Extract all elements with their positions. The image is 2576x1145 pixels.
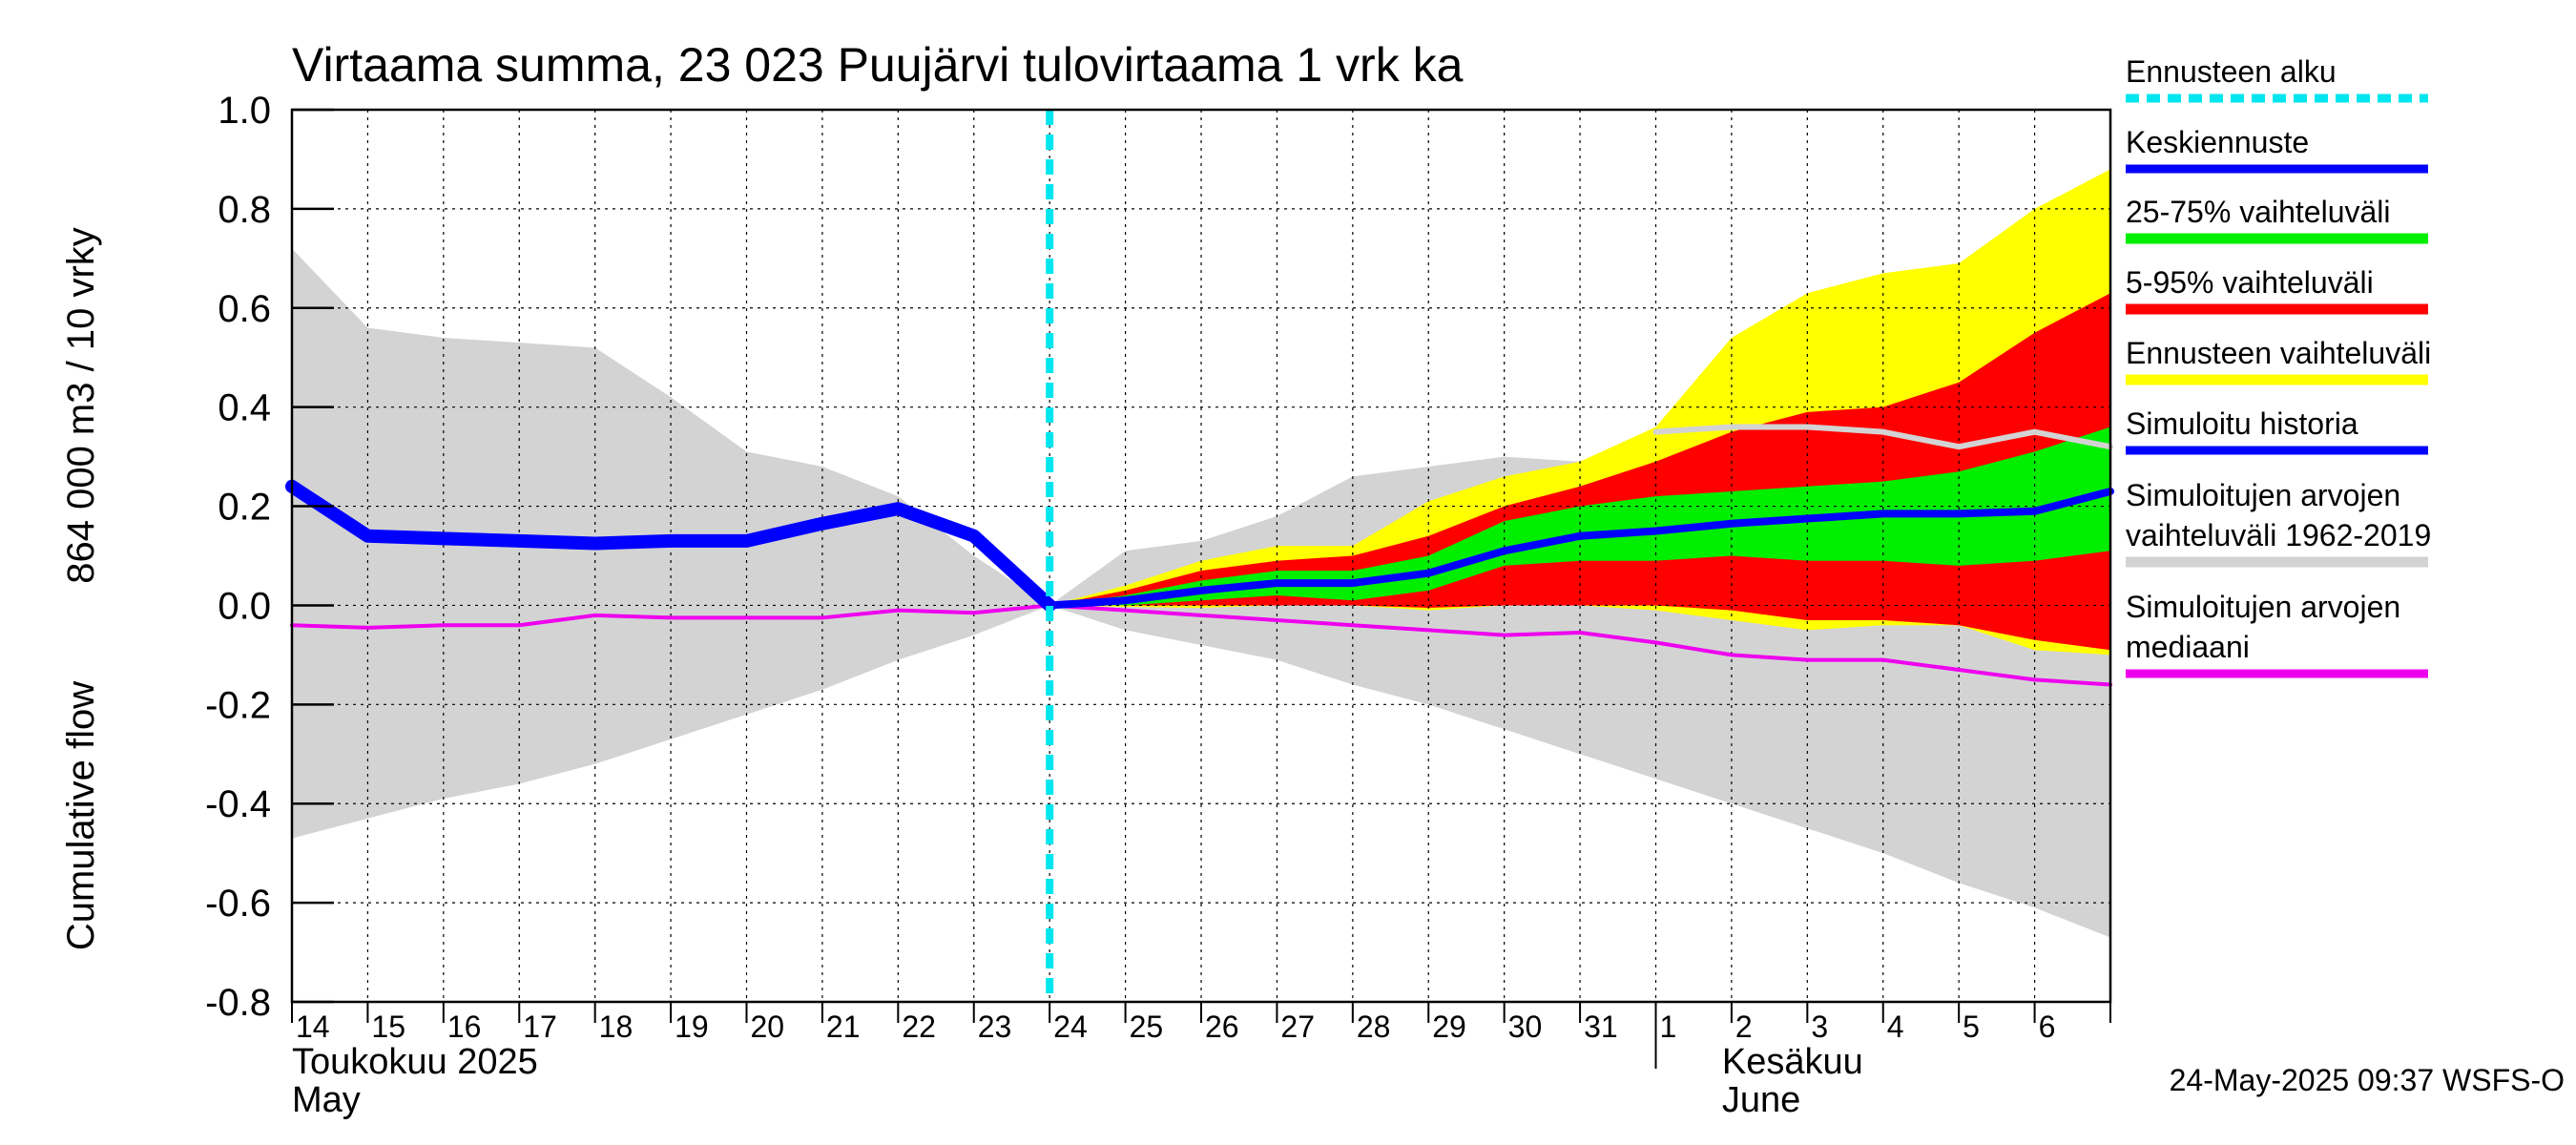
x-tick-label: 6 xyxy=(2039,1010,2056,1044)
y-tick-label: 0.0 xyxy=(218,585,271,627)
x-tick-label: 27 xyxy=(1280,1010,1315,1044)
legend-label: Ennusteen alku xyxy=(2126,54,2337,89)
legend-label: mediaani xyxy=(2126,630,2250,664)
y-tick-label: -0.2 xyxy=(205,684,271,726)
x-tick-label: 14 xyxy=(296,1010,330,1044)
x-tick-label: 19 xyxy=(675,1010,709,1044)
simulated-history-line xyxy=(285,479,1057,613)
x-tick-labels: 14 15 16 17 18 19 20 21 22 23 24 25 26 27 28 29 30 31 1 2 3 4… xyxy=(296,1010,2055,1044)
x-tick-label: 24 xyxy=(1053,1010,1088,1044)
mean-forecast-line xyxy=(1046,487,2114,610)
month-label-en: June xyxy=(1722,1080,1800,1120)
timestamp: 24-May-2025 09:37 WSFS-O xyxy=(2170,1063,2565,1097)
x-tick-label: 18 xyxy=(599,1010,634,1044)
y-tick-label: 0.8 xyxy=(218,189,271,231)
x-tick-label: 15 xyxy=(371,1010,405,1044)
y-tick-label: 1.0 xyxy=(218,90,271,132)
legend-label: Keskiennuste xyxy=(2126,125,2309,159)
month-label: Toukokuu 2025 xyxy=(292,1042,538,1082)
legend: Ennusteen alku Keskiennuste 25-75% vaihtel… xyxy=(2126,54,2431,678)
x-tick-label: 17 xyxy=(523,1010,557,1044)
legend-label: 25-75% vaihteluväli xyxy=(2126,195,2391,229)
y-tick-label: -0.8 xyxy=(205,982,271,1024)
grid-lines xyxy=(292,110,2110,1002)
legend-label: vaihteluväli 1962-2019 xyxy=(2126,518,2431,552)
x-tick-label: 25 xyxy=(1130,1010,1164,1044)
y-tick-label: 0.2 xyxy=(218,487,271,529)
legend-label: Simuloitujen arvojen xyxy=(2126,478,2400,512)
x-tick-label: 16 xyxy=(447,1010,482,1044)
y-tick-label: 0.4 xyxy=(218,387,271,429)
x-tick-label: 29 xyxy=(1432,1010,1466,1044)
y-tick-labels: 1.0 0.8 0.6 0.4 0.2 0.0 -0.2 -0.4 -0.6 -0.8 xyxy=(205,90,271,1024)
x-tick-label: 3 xyxy=(1811,1010,1828,1044)
x-tick-label: 5 xyxy=(1963,1010,1980,1044)
y-axis-label: Cumulative flow 864 000 m3 / 10 vrky xyxy=(60,227,102,950)
x-tick-label: 4 xyxy=(1887,1010,1904,1044)
forecast-median-history-line xyxy=(1652,424,2113,450)
x-tick-label: 30 xyxy=(1508,1010,1543,1044)
x-tick-label: 20 xyxy=(751,1010,785,1044)
x-tick-label: 28 xyxy=(1357,1010,1391,1044)
x-tick-label: 22 xyxy=(902,1010,936,1044)
x-tick-label: 1 xyxy=(1660,1010,1677,1044)
x-tick-label: 23 xyxy=(978,1010,1012,1044)
legend-label: Simuloitu historia xyxy=(2126,406,2358,441)
x-tick-label: 31 xyxy=(1584,1010,1618,1044)
month-label-en: May xyxy=(292,1080,361,1120)
legend-label: Simuloitujen arvojen xyxy=(2126,590,2400,624)
chart-title: Virtaama summa, 23 023 Puujärvi tulovirt… xyxy=(292,38,1464,92)
x-tick-label: 2 xyxy=(1735,1010,1753,1044)
legend-label: Ennusteen vaihteluväli xyxy=(2126,336,2431,370)
y-axis-label-line1: Cumulative flow xyxy=(60,681,102,950)
y-tick-label: -0.6 xyxy=(205,883,271,925)
axes xyxy=(290,108,2112,1069)
y-tick-label: 0.6 xyxy=(218,288,271,330)
simulated-median-line xyxy=(290,603,2112,687)
plot-lines xyxy=(285,110,2114,1002)
y-axis-label-line2: 864 000 m3 / 10 vrky xyxy=(60,227,102,584)
month-label: Kesäkuu xyxy=(1722,1042,1863,1082)
x-tick-label: 21 xyxy=(826,1010,861,1044)
x-tick-label: 26 xyxy=(1205,1010,1239,1044)
y-tick-label: -0.4 xyxy=(205,783,271,825)
legend-label: 5-95% vaihteluväli xyxy=(2126,265,2374,300)
